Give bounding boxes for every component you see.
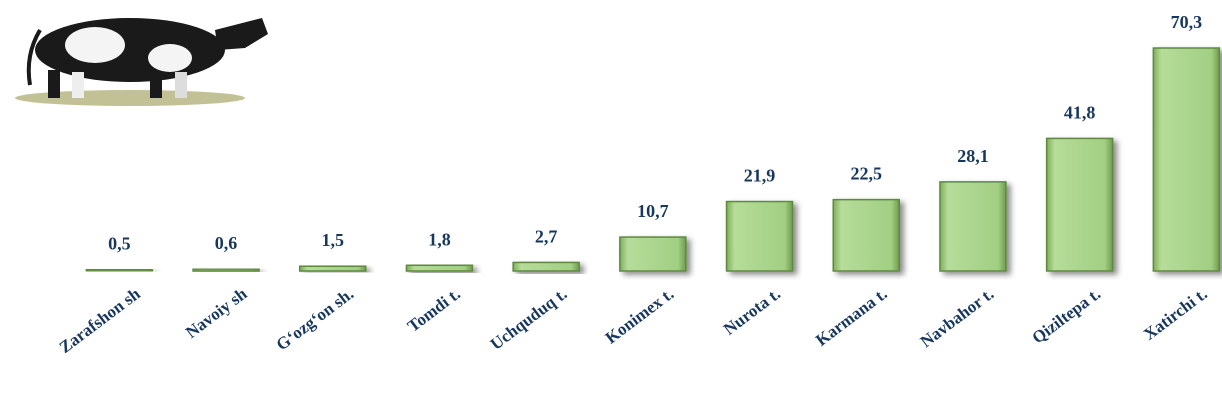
value-label: 0,6 [215,233,238,253]
cow-image [15,18,268,106]
bar [299,265,367,272]
x-tick-label: Uchquduq t. [487,284,571,354]
x-tick-label: Tomdi t. [404,284,464,336]
bar [192,268,260,272]
x-tick-label: Qiziltepa t. [1029,284,1105,347]
bar [1152,47,1221,272]
bar [85,268,154,272]
x-tick-label: Nurota t. [720,284,784,339]
x-tick-label: G‘ozg‘on sh. [273,284,358,354]
bar [619,236,687,272]
x-tick-label: Karmana t. [812,284,891,350]
x-tick-label: Konimex t. [602,284,678,347]
value-label: 1,5 [322,230,345,250]
value-label: 70,3 [1171,12,1203,32]
x-tick-label: Navbahor t. [917,284,998,351]
bar [939,181,1007,272]
bar [832,198,900,272]
value-label: 0,5 [108,233,131,253]
x-tick-label: Xatirchi t. [1140,284,1211,344]
bar [725,200,794,272]
bar [1045,137,1114,272]
value-label: 2,7 [535,226,558,246]
value-label: 22,5 [851,164,883,184]
x-tick-label: Zarafshon sh [56,284,144,357]
value-label: 28,1 [957,146,989,166]
value-label: 10,7 [637,201,669,221]
value-label: 1,8 [428,229,451,249]
bar [512,261,580,272]
value-label: 21,9 [744,166,776,186]
bar [405,264,474,272]
x-tick-label: Navoiy sh [182,284,251,342]
value-label: 41,8 [1064,102,1096,122]
